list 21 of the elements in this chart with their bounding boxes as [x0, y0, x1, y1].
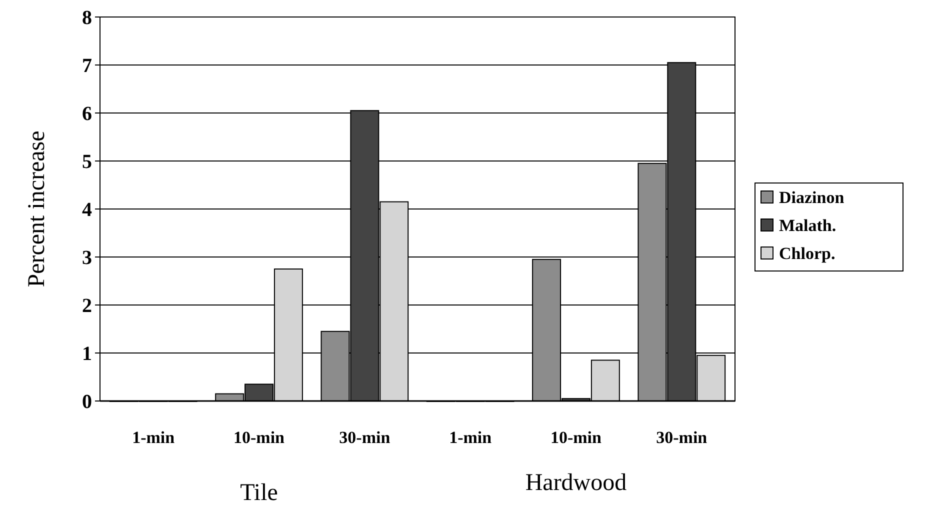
- text: Tile: [240, 480, 278, 506]
- legend-label: Malath.: [779, 216, 836, 235]
- text: Hardwood: [525, 470, 627, 496]
- legend-label: Chlorp.: [779, 244, 836, 263]
- y-tick-label: 6: [82, 103, 92, 125]
- y-tick-label: 8: [82, 7, 92, 29]
- legend-label: Diazinon: [779, 188, 845, 207]
- x-tick-label: 10-min: [234, 428, 286, 447]
- y-tick-label: 4: [82, 199, 92, 221]
- x-tick-label: 1-min: [132, 428, 176, 447]
- y-tick-label: 3: [82, 247, 92, 269]
- y-tick-label: 5: [82, 151, 92, 173]
- y-tick-label: 0: [82, 391, 92, 413]
- x-tick-label: 1-min: [449, 428, 492, 447]
- x-tick-label: 30-min: [339, 428, 391, 447]
- x-tick-label: 10-min: [550, 428, 602, 447]
- x-tick-label: 30-min: [656, 428, 708, 447]
- y-axis-title: Percent increase: [24, 130, 50, 288]
- y-tick-label: 2: [82, 295, 92, 317]
- y-tick-label: 1: [82, 343, 92, 365]
- y-tick-label: 7: [82, 55, 92, 77]
